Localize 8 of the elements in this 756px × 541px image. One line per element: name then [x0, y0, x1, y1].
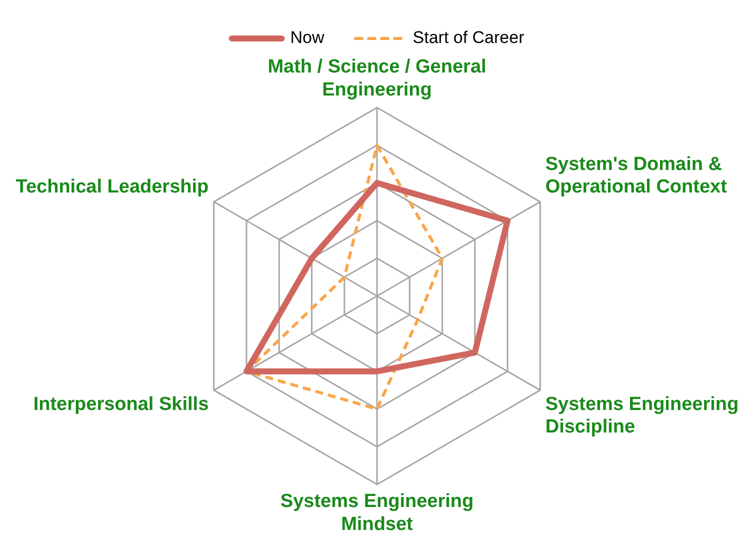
spoke-label: Systems Engineering Mindset — [280, 491, 474, 535]
legend-label: Now — [290, 28, 325, 48]
spoke-label: Math / Science / General Engineering — [268, 56, 486, 100]
spoke-label: Systems Engineering Discipline — [545, 394, 739, 438]
spoke-label: Interpersonal Skills — [33, 394, 209, 415]
legend-label: Start of Career — [412, 28, 525, 48]
spoke-label: System's Domain & Operational Context — [545, 154, 728, 198]
spoke-label: Technical Leadership — [16, 176, 209, 198]
